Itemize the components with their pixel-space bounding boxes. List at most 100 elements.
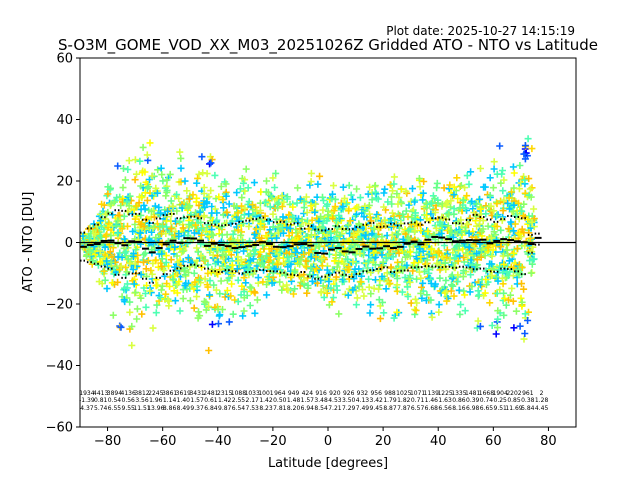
scatter-point [206, 291, 213, 299]
scatter-point [235, 239, 243, 247]
bin-stat-label: 4.53 [328, 397, 342, 404]
scatter-point [205, 347, 213, 354]
scatter-point [512, 307, 520, 315]
scatter-point [181, 177, 189, 185]
scatter-point [239, 312, 247, 320]
scatter-point [331, 203, 339, 210]
scatter-point [184, 254, 192, 262]
scatter-point [349, 196, 357, 203]
scatter-point [249, 255, 257, 263]
scatter-point [406, 278, 414, 286]
scatter-point [132, 288, 140, 296]
scatter-point [389, 209, 396, 217]
scatter-point [195, 308, 202, 316]
bin-stat-label: 0.61 [204, 397, 218, 404]
scatter-point [449, 233, 457, 241]
scatter-point [204, 261, 212, 269]
scatter-point [417, 274, 425, 282]
scatter-point [322, 286, 330, 294]
scatter-point [447, 203, 454, 211]
scatter-point [409, 185, 416, 193]
scatter-point [482, 276, 490, 283]
scatter-point [429, 198, 436, 206]
scatter-point [304, 282, 312, 289]
scatter-point [332, 216, 340, 224]
scatter-point [411, 306, 419, 313]
y-tick-label: −60 [46, 421, 73, 436]
scatter-point [481, 183, 489, 191]
scatter-point [427, 296, 435, 304]
scatter-point [154, 166, 162, 174]
scatter-point [477, 165, 484, 172]
bin-stat-label: 6.94 [301, 405, 315, 412]
scatter-point [307, 178, 315, 186]
scatter-point [357, 278, 365, 286]
scatter-point [484, 244, 492, 252]
scatter-point [293, 199, 301, 207]
scatter-point [123, 280, 131, 288]
scatter-point [467, 271, 475, 279]
scatter-point [175, 278, 183, 286]
scatter-point [125, 157, 133, 165]
scatter-point [339, 183, 347, 191]
bin-stat-label: 8.54 [314, 405, 328, 412]
scatter-point [360, 292, 368, 300]
scatter-point [340, 272, 348, 280]
scatter-point [284, 286, 292, 294]
bin-stat-label: 1.79 [383, 397, 397, 404]
scatter-point [380, 309, 388, 317]
scatter-point [89, 257, 96, 265]
scatter-point [244, 184, 252, 192]
x-tick-label: 40 [430, 434, 447, 449]
scatter-point [394, 200, 402, 208]
scatter-point [387, 245, 395, 253]
scatter-point [434, 199, 442, 207]
scatter-point [452, 251, 460, 259]
bin-stat-label: 0.38 [521, 397, 535, 404]
scatter-point [340, 260, 348, 268]
bin-stat-label: 916 [315, 390, 327, 397]
scatter-point [180, 246, 188, 254]
scatter-point [509, 272, 517, 280]
scatter-point [107, 184, 114, 192]
scatter-point [442, 276, 450, 284]
scatter-point [300, 197, 308, 205]
scatter-point [356, 250, 364, 257]
scatter-point [317, 277, 325, 284]
scatter-point [140, 223, 148, 230]
scatter-point [146, 287, 154, 295]
scatter-point [475, 291, 483, 299]
bin-stat-label: 1139 [424, 390, 439, 397]
scatter-point [266, 203, 274, 211]
scatter-point [133, 315, 141, 323]
scatter-point [278, 286, 286, 294]
scatter-point [372, 233, 379, 241]
scatter-point [336, 231, 344, 239]
scatter-point [515, 199, 523, 207]
scatter-point [106, 248, 114, 256]
scatter-point [349, 258, 357, 266]
scatter-point [381, 185, 389, 193]
scatter-point [353, 294, 361, 302]
scatter-point [282, 259, 290, 267]
scatter-point [143, 282, 151, 289]
scatter-point [427, 210, 435, 218]
scatter-point [527, 224, 535, 232]
scatter-point [162, 192, 170, 200]
scatter-point [215, 320, 222, 328]
scatter-point [159, 177, 167, 185]
scatter-point [505, 296, 512, 304]
scatter-point [500, 196, 508, 204]
scatter-point [263, 281, 271, 288]
scatter-point [179, 295, 187, 303]
scatter-point [197, 218, 205, 226]
scatter-point [433, 259, 441, 267]
bin-stat-label: 6.68 [425, 405, 439, 412]
bin-stat-label: 2.55 [232, 397, 246, 404]
bin-stat-label: 920 [329, 390, 341, 397]
bin-stat-label: 0.86 [452, 397, 466, 404]
scatter-point [404, 283, 411, 291]
scatter-point [450, 292, 458, 300]
scatter-point [133, 170, 140, 178]
scatter-point [274, 200, 281, 208]
